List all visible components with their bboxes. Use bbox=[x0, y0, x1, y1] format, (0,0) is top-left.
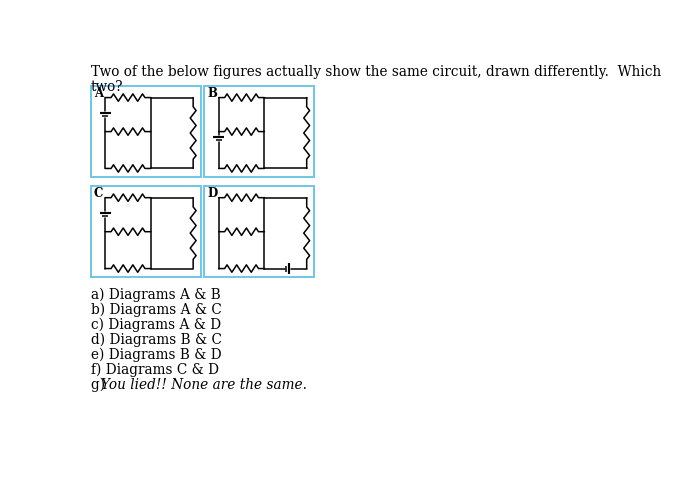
Text: a) Diagrams A & B: a) Diagrams A & B bbox=[91, 288, 220, 302]
Bar bbox=[91, 86, 201, 177]
Bar bbox=[91, 186, 201, 277]
Text: C: C bbox=[94, 188, 103, 200]
Text: two?: two? bbox=[91, 79, 123, 94]
Text: B: B bbox=[207, 88, 218, 100]
Text: A: A bbox=[94, 88, 103, 100]
Bar bbox=[205, 86, 314, 177]
Text: c) Diagrams A & D: c) Diagrams A & D bbox=[91, 317, 221, 332]
Text: b) Diagrams A & C: b) Diagrams A & C bbox=[91, 302, 222, 317]
Text: g): g) bbox=[91, 378, 109, 392]
Text: f) Diagrams C & D: f) Diagrams C & D bbox=[91, 363, 219, 377]
Text: Two of the below figures actually show the same circuit, drawn differently.  Whi: Two of the below figures actually show t… bbox=[91, 65, 661, 79]
Text: D: D bbox=[207, 188, 218, 200]
Text: You lied!! None are the same.: You lied!! None are the same. bbox=[101, 378, 307, 392]
Text: d) Diagrams B & C: d) Diagrams B & C bbox=[91, 332, 222, 347]
Text: e) Diagrams B & D: e) Diagrams B & D bbox=[91, 348, 222, 362]
Bar bbox=[205, 186, 314, 277]
